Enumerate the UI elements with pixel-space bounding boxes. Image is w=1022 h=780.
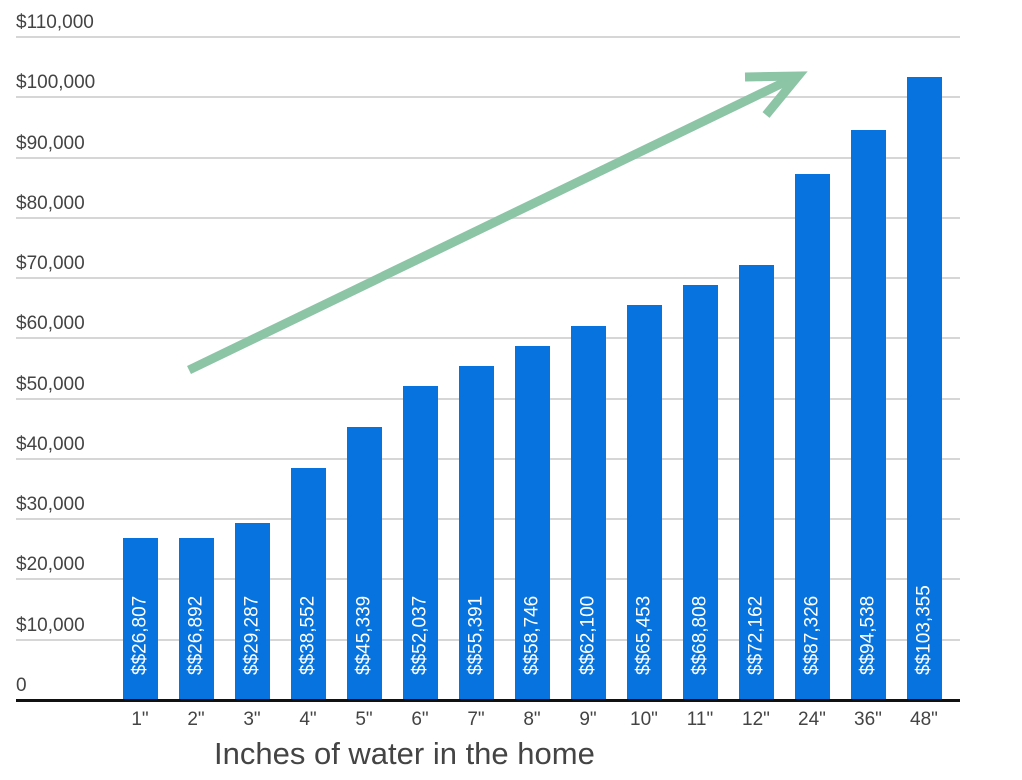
bar: $$58,746 <box>514 345 550 700</box>
gridline <box>16 36 960 38</box>
x-tick-label: 2" <box>187 709 205 730</box>
y-tick-label: $10,000 <box>16 614 85 636</box>
bar: $$45,339 <box>346 426 382 700</box>
x-tick-label: 3" <box>243 709 261 730</box>
x-tick-label: 36" <box>854 709 882 730</box>
y-tick-label: $50,000 <box>16 373 85 395</box>
x-tick-label: 10" <box>630 709 658 730</box>
y-tick-label: $80,000 <box>16 192 85 214</box>
bar: $$65,453 <box>626 305 662 700</box>
y-tick-label: $60,000 <box>16 313 85 335</box>
x-tick-label: 7" <box>467 709 485 730</box>
x-axis-baseline <box>16 699 960 702</box>
x-tick-label: 11" <box>686 709 714 730</box>
x-tick-label: 5" <box>355 709 373 730</box>
gridline <box>16 96 960 99</box>
bar: $$38,552 <box>290 467 326 700</box>
gridline <box>16 277 960 280</box>
y-tick-label: 0 <box>16 675 27 696</box>
x-tick-label: 6" <box>411 709 429 730</box>
bar: $$103,355 <box>906 77 942 700</box>
x-axis-title: Inches of water in the home <box>214 736 595 771</box>
bar: $$72,162 <box>738 265 774 700</box>
gridline <box>16 216 960 219</box>
x-tick-label: 48" <box>910 709 938 730</box>
bar: $$29,287 <box>234 523 270 700</box>
x-tick-label: 4" <box>299 709 317 730</box>
x-tick-label: 12" <box>742 709 770 730</box>
bar: $$52,037 <box>402 386 438 700</box>
bar: $$26,892 <box>178 537 214 700</box>
bar: $$87,326 <box>794 173 830 700</box>
x-tick-label: 24" <box>798 709 826 730</box>
gridline <box>16 156 960 159</box>
bar: $$94,538 <box>850 130 886 700</box>
x-tick-label: 8" <box>523 709 541 730</box>
y-tick-label: $70,000 <box>16 253 85 275</box>
gridline <box>16 337 960 340</box>
y-tick-label: $30,000 <box>16 494 85 516</box>
y-tick-label: $90,000 <box>16 132 85 154</box>
bar: $$55,391 <box>458 366 494 700</box>
bar: $$26,807 <box>122 538 158 700</box>
bar: $$62,100 <box>570 325 606 700</box>
y-tick-label: $110,000 <box>16 12 94 33</box>
y-tick-label: $40,000 <box>16 433 85 455</box>
bar: $$68,808 <box>682 285 718 700</box>
y-tick-label: $20,000 <box>16 554 85 576</box>
y-tick-label: $100,000 <box>16 72 96 94</box>
x-tick-label: 9" <box>579 709 597 730</box>
x-tick-label: 1" <box>131 709 149 730</box>
